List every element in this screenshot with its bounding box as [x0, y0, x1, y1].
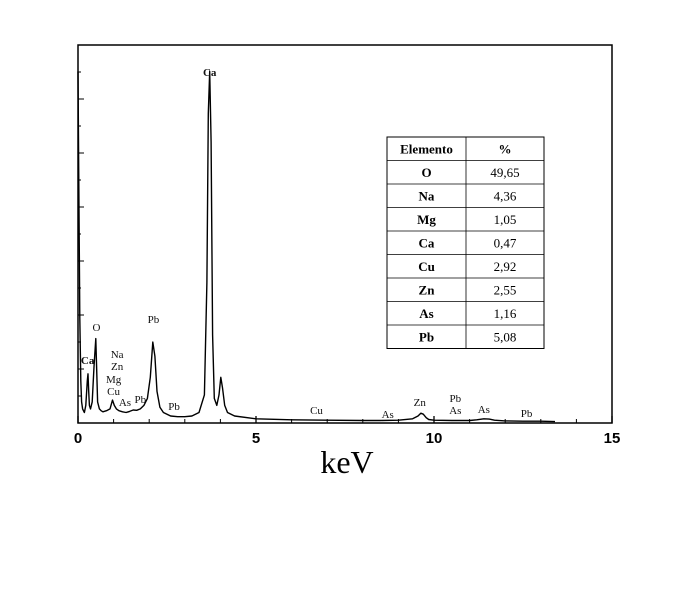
table-element-cell: Pb: [419, 329, 434, 344]
table-percent-cell: 2,92: [494, 259, 517, 274]
peak-label-o: O: [93, 322, 101, 334]
table-element-cell: Cu: [418, 259, 435, 274]
peak-label-as: As: [382, 409, 394, 421]
peak-label-pb: Pb: [450, 393, 462, 405]
x-tick-label: 0: [74, 430, 82, 447]
peak-label-ca: Ca: [203, 67, 217, 79]
peak-label-cu: Cu: [107, 386, 120, 398]
x-tick-label: 10: [426, 430, 443, 447]
peak-label-pb: Pb: [148, 314, 160, 326]
composition-table: Elemento % O 49,65 Na 4,36 Mg 1,05 Ca 0,47 Cu 2,92 Z…: [386, 136, 545, 349]
peak-label-pb: Pb: [134, 394, 146, 406]
x-tick-label: 5: [252, 430, 260, 447]
peak-label-as: As: [478, 404, 490, 416]
table-element-cell: Mg: [417, 212, 436, 227]
peak-label-zn: Zn: [414, 397, 427, 409]
peak-label-pb: Pb: [168, 401, 180, 413]
table-percent-cell: 49,65: [490, 165, 519, 180]
x-axis-title: keV: [320, 444, 373, 480]
peak-label-pb: Pb: [521, 408, 533, 420]
peak-label-ca: Ca: [81, 355, 95, 367]
table-element-cell: Zn: [419, 282, 436, 297]
table-percent-cell: 1,16: [494, 306, 517, 321]
table-percent-cell: 1,05: [494, 212, 517, 227]
table-border: [386, 136, 545, 349]
peak-label-cu: Cu: [310, 405, 323, 417]
table-header-cell: %: [499, 141, 512, 156]
peak-label-na: Na: [111, 349, 124, 361]
peak-label-zn: Zn: [111, 361, 124, 373]
peak-label-as: As: [119, 397, 131, 409]
spectrum-line: [77, 70, 556, 423]
table-element-cell: Na: [419, 188, 435, 203]
table-header-cell: Elemento: [400, 141, 453, 156]
table-percent-cell: 4,36: [494, 188, 517, 203]
peak-label-as: As: [449, 405, 461, 417]
table-element-cell: O: [421, 165, 431, 180]
peak-label-mg: Mg: [106, 374, 122, 386]
table-element-cell: As: [419, 306, 433, 321]
table-percent-cell: 0,47: [494, 235, 517, 250]
table-percent-cell: 5,08: [494, 329, 517, 344]
table-percent-cell: 2,55: [494, 282, 517, 297]
table-element-cell: Ca: [419, 235, 435, 250]
x-tick-label: 15: [604, 430, 621, 447]
